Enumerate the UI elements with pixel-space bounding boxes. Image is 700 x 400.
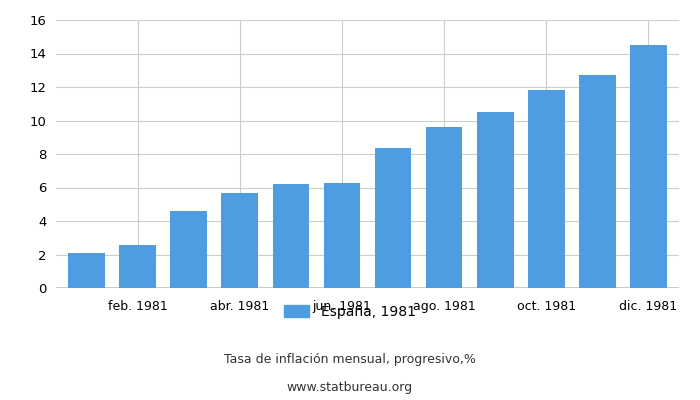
Bar xyxy=(528,90,565,288)
Bar xyxy=(477,112,514,288)
Bar xyxy=(69,253,105,288)
Bar xyxy=(170,211,207,288)
Text: Tasa de inflación mensual, progresivo,%: Tasa de inflación mensual, progresivo,% xyxy=(224,354,476,366)
Bar xyxy=(630,45,666,288)
Bar xyxy=(272,184,309,288)
Bar xyxy=(426,127,463,288)
Bar xyxy=(579,75,616,288)
Bar xyxy=(374,148,412,288)
Bar xyxy=(323,183,360,288)
Bar xyxy=(119,245,156,288)
Text: www.statbureau.org: www.statbureau.org xyxy=(287,382,413,394)
Bar xyxy=(221,192,258,288)
Legend: España, 1981: España, 1981 xyxy=(284,305,416,319)
